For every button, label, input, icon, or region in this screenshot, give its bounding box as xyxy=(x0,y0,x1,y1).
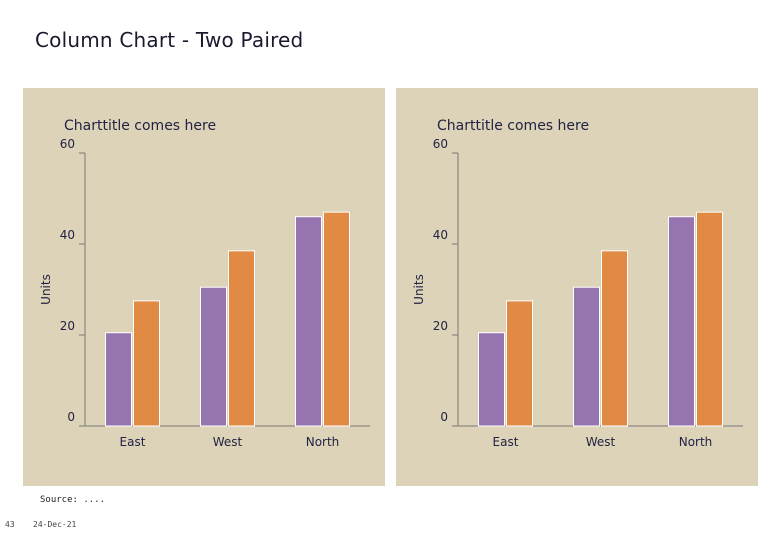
page-date: 24-Dec-21 xyxy=(33,520,77,529)
bar-north-series-1 xyxy=(668,216,695,427)
y-tick-label: 20 xyxy=(60,319,75,333)
x-tick-label: West xyxy=(586,435,616,449)
page-title: Column Chart - Two Paired xyxy=(35,28,304,52)
bar-west-series-1 xyxy=(200,286,227,427)
bar-east-series-2 xyxy=(133,300,160,427)
chart-title-right: Charttitle comes here xyxy=(437,118,589,134)
bar-east-series-1 xyxy=(478,332,505,427)
y-tick-label: 20 xyxy=(433,319,448,333)
chart-panel-right: Charttitle comes here Units 0 20 40 60 East Wes… xyxy=(396,88,758,486)
chart-left: Charttitle comes here Units 0 20 40 60 East Wes… xyxy=(39,118,370,449)
source-note: Source: .... xyxy=(40,495,106,505)
bar-north-series-2 xyxy=(323,211,350,427)
chart-right: Charttitle comes here Units 0 20 40 60 East Wes… xyxy=(412,118,743,449)
bar-east-series-2 xyxy=(506,300,533,427)
y-tick-label: 60 xyxy=(60,137,75,151)
chart-panel-left: Charttitle comes here Units 0 20 40 60 East Wes… xyxy=(23,88,385,486)
bar-north-series-1 xyxy=(295,216,322,427)
y-tick-label: 0 xyxy=(440,410,448,424)
page-number: 43 xyxy=(5,520,15,529)
x-tick-label: North xyxy=(306,435,340,449)
bar-west-series-2 xyxy=(228,250,255,427)
y-tick-label: 0 xyxy=(67,410,75,424)
bar-west-series-1 xyxy=(573,286,600,427)
x-tick-label: West xyxy=(213,435,243,449)
bar-north-series-2 xyxy=(696,211,723,427)
y-tick-label: 60 xyxy=(433,137,448,151)
bar-east-series-1 xyxy=(105,332,132,427)
x-tick-label: North xyxy=(679,435,713,449)
y-axis-label-right: Units xyxy=(412,274,426,305)
y-tick-label: 40 xyxy=(60,228,75,242)
bar-west-series-2 xyxy=(601,250,628,427)
x-tick-label: East xyxy=(120,435,146,449)
y-tick-label: 40 xyxy=(433,228,448,242)
x-tick-label: East xyxy=(493,435,519,449)
y-axis-label-left: Units xyxy=(39,274,53,305)
chart-title-left: Charttitle comes here xyxy=(64,118,216,134)
